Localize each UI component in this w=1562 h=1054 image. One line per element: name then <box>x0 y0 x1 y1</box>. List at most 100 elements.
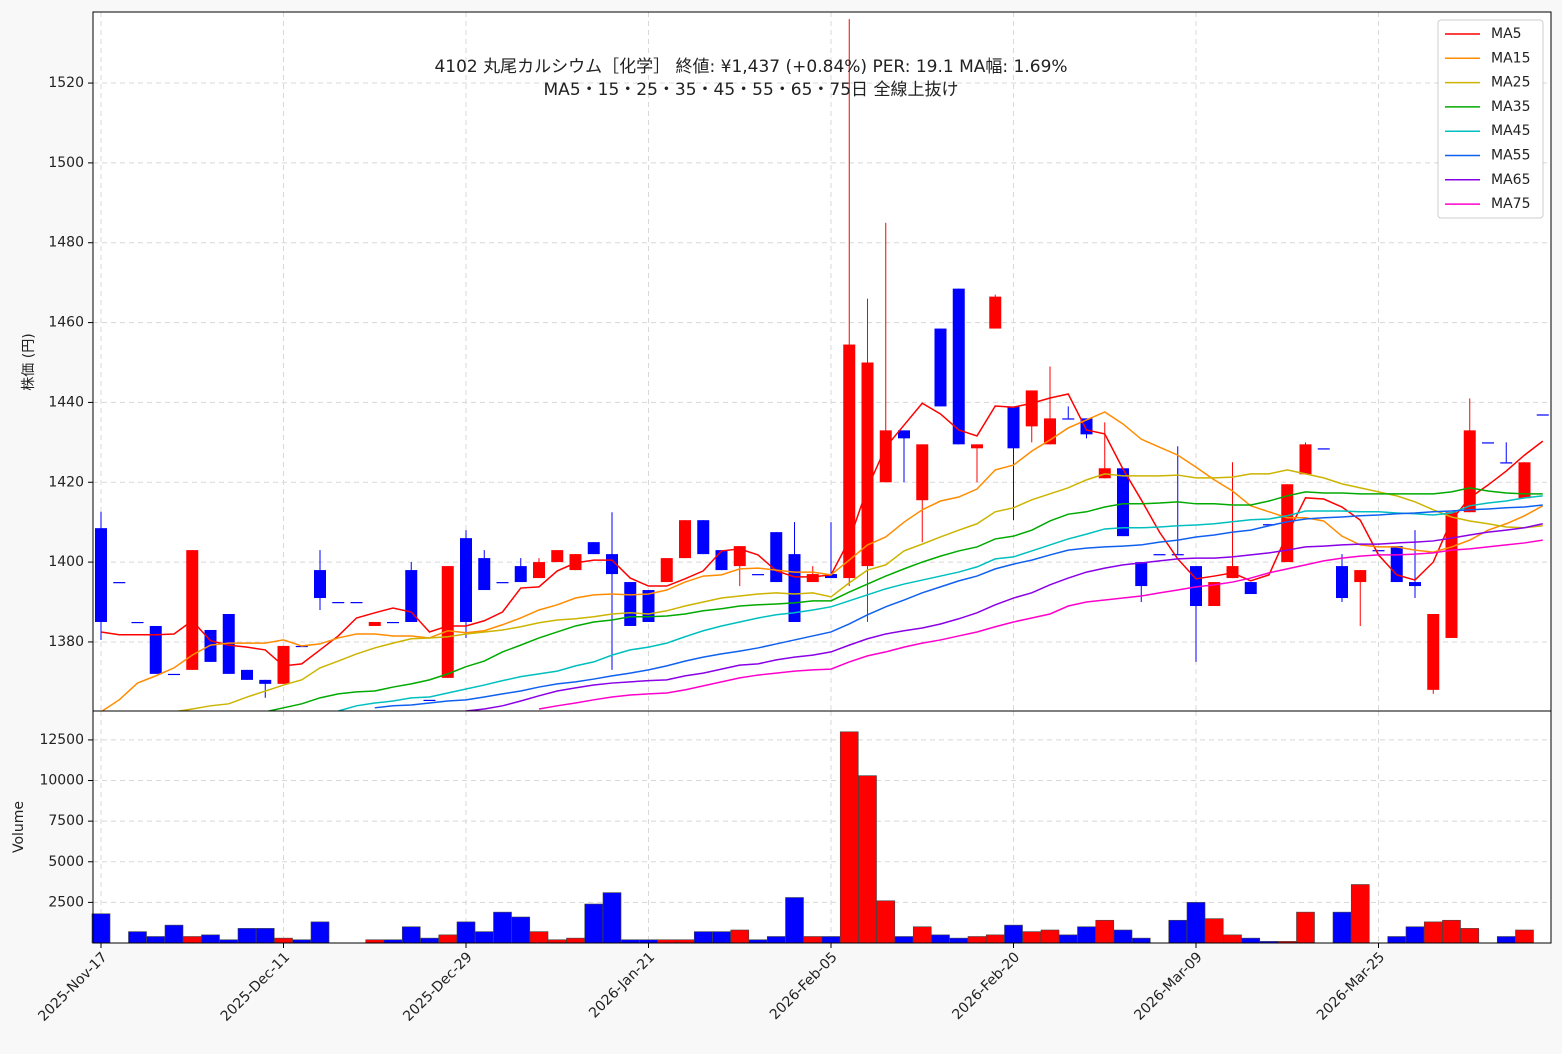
candle-body <box>368 621 381 626</box>
ma-line <box>174 469 1543 711</box>
volume-bar <box>146 936 166 944</box>
candle-body <box>1536 414 1549 416</box>
volume-bar <box>164 924 184 944</box>
volume-tick-label: 10000 <box>39 773 84 789</box>
legend-label: MA5 <box>1491 26 1522 42</box>
candle-body <box>843 344 856 579</box>
volume-bar <box>493 911 512 944</box>
candle-body <box>898 430 910 439</box>
volume-bar <box>1095 919 1115 944</box>
volume-bar <box>1332 911 1352 944</box>
candle-body <box>587 542 600 555</box>
candle-body <box>825 574 837 579</box>
candle-body <box>1500 462 1513 464</box>
candle-body <box>569 554 582 571</box>
volume-bar <box>1058 934 1078 944</box>
volume-bar <box>1460 928 1480 944</box>
candle-body <box>1007 406 1020 449</box>
volume-bar <box>1387 936 1407 944</box>
candle-body <box>971 444 983 449</box>
volume-bar <box>1296 911 1315 944</box>
candle-body <box>149 625 162 674</box>
candle-body <box>1482 442 1494 444</box>
volume-bar <box>912 926 932 944</box>
candle-body <box>916 444 929 501</box>
candle-body <box>1409 582 1421 587</box>
candle-body <box>1427 613 1440 690</box>
candle-body <box>1317 448 1330 450</box>
ma-line <box>100 393 1544 667</box>
ma-lines <box>100 393 1544 711</box>
candle-body <box>679 520 691 559</box>
volume-bar <box>255 928 275 944</box>
candles <box>95 19 1549 702</box>
volume-bar <box>949 937 969 944</box>
x-tick-label: 2026-Feb-20 <box>949 949 1023 1023</box>
price-panel <box>93 12 1551 711</box>
volume-bar <box>529 931 549 944</box>
candle-body <box>277 645 290 684</box>
volume-bar <box>1223 934 1242 944</box>
volume-bar <box>839 731 859 944</box>
ma-line <box>265 487 1543 711</box>
candle-body <box>222 613 235 674</box>
volume-axis-label: Volume <box>11 801 27 853</box>
volume-bar <box>894 936 914 944</box>
volume-bar <box>1423 921 1443 944</box>
legend-label: MA25 <box>1491 75 1530 91</box>
candle-body <box>1372 550 1385 552</box>
candle-body <box>168 673 180 676</box>
volume-bar <box>785 897 804 944</box>
volume-tick-label: 12500 <box>39 732 84 748</box>
volume-bar <box>1405 926 1425 944</box>
candle-body <box>259 679 272 684</box>
volume-bar <box>803 936 823 944</box>
legend-label: MA65 <box>1491 172 1530 188</box>
volume-tick-label: 5000 <box>48 854 84 870</box>
x-tick-label: 2026-Jan-21 <box>586 949 658 1021</box>
ma-line <box>465 523 1543 711</box>
volume-bar <box>876 900 896 944</box>
volume-bar <box>1168 919 1188 944</box>
candle-body <box>624 582 637 626</box>
volume-bar <box>766 936 786 944</box>
volume-bar <box>1350 884 1370 944</box>
volume-tick-label: 7500 <box>48 813 84 829</box>
legend-label: MA75 <box>1491 196 1530 212</box>
volume-bar <box>420 937 439 944</box>
legend-label: MA15 <box>1491 50 1530 66</box>
candle-body <box>441 566 454 678</box>
x-tick-label: 2025-Dec-11 <box>218 949 293 1024</box>
volume-bar <box>1040 929 1060 944</box>
volume-bar <box>91 913 111 944</box>
candle-body <box>1226 566 1239 579</box>
volume-bar <box>456 921 476 944</box>
candle-body <box>131 621 144 624</box>
candle-body <box>861 362 874 567</box>
candle-body <box>405 570 418 622</box>
volume-tick-label: 2500 <box>48 894 84 910</box>
volume-bar <box>730 929 750 944</box>
ma-line <box>374 504 1543 709</box>
candle-body <box>350 602 363 604</box>
volume-bar <box>821 936 841 944</box>
candle-body <box>1117 468 1129 537</box>
volume-bar <box>237 928 257 944</box>
volume-bar <box>201 934 220 944</box>
candle-body <box>1354 570 1367 583</box>
x-tick-label: 2026-Mar-25 <box>1314 949 1388 1023</box>
ma-line <box>538 539 1543 710</box>
volume-bar <box>182 936 202 944</box>
legend: MA5 MA15 MA25 MA35 MA45 MA55 MA65 MA75 <box>1437 19 1544 219</box>
volume-bar <box>566 937 585 944</box>
candle-body <box>186 550 199 670</box>
volume-bar <box>1515 929 1534 944</box>
y-tick-label: 1500 <box>48 155 84 171</box>
candle-body <box>934 328 947 407</box>
volume-bar <box>274 937 293 944</box>
volume-bar <box>438 934 458 944</box>
candle-body <box>1153 554 1166 556</box>
candle-body <box>332 602 345 604</box>
volume-bar <box>693 931 713 944</box>
